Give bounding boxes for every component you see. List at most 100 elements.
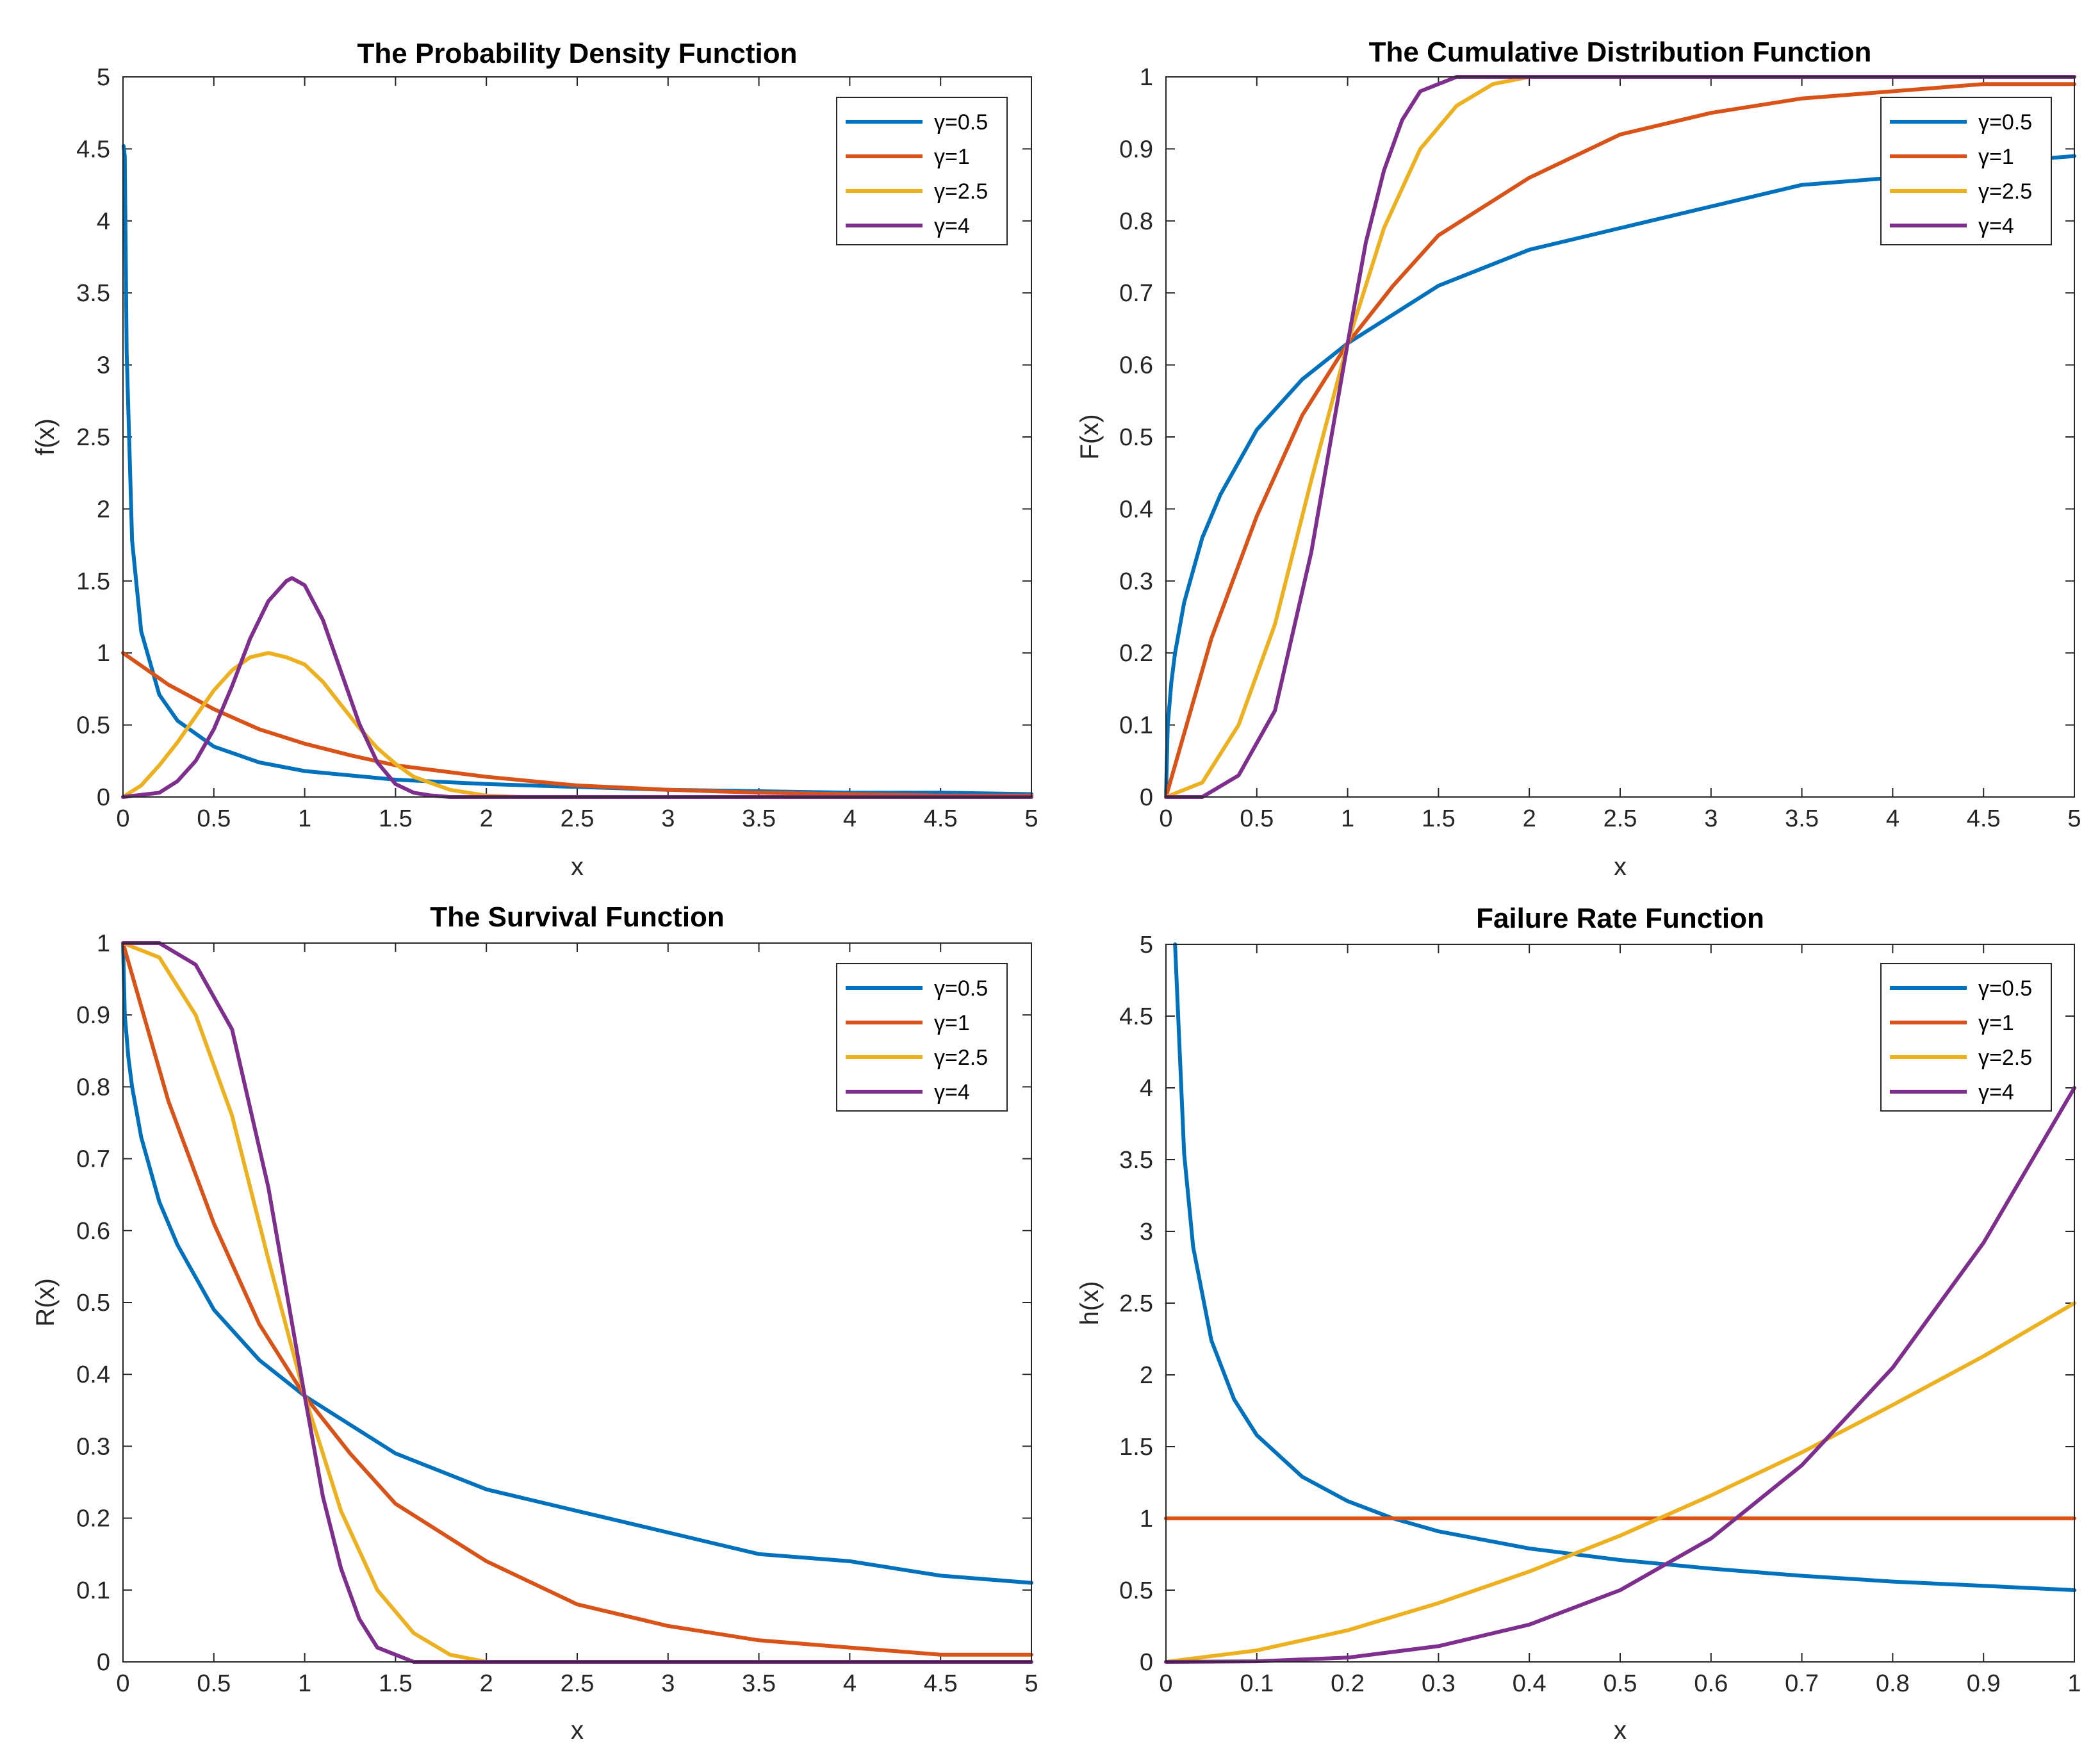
survival-series-line-gamma-1 bbox=[121, 941, 1033, 1657]
pdf-y-tick-label: 0 bbox=[97, 784, 110, 811]
hazard-y-tick-label: 0.5 bbox=[1119, 1577, 1153, 1604]
hazard-panel: Failure Rate Function x h(x) 0 0.1 0.2 0.3 0… bbox=[1076, 903, 2081, 1745]
hazard-y-axis-label: h(x) bbox=[1076, 1281, 1104, 1326]
pdf-y-tick-label: 0.5 bbox=[76, 712, 110, 739]
cdf-legend-label-gamma-0-5: γ=0.5 bbox=[1978, 110, 2032, 135]
cdf-series bbox=[1164, 75, 2076, 799]
pdf-plot-frame bbox=[122, 76, 1032, 798]
pdf-y-tick-label: 3 bbox=[97, 352, 110, 379]
survival-x-tick-label: 3 bbox=[661, 1670, 675, 1697]
hazard-x-axis-label: x bbox=[1614, 1716, 1627, 1745]
survival-panel: The Survival Function x R(x) 0 0.5 1 1.5 2 2.… bbox=[31, 901, 1038, 1745]
cdf-legend-label-gamma-4: γ=4 bbox=[1978, 214, 2014, 238]
survival-title: The Survival Function bbox=[430, 901, 725, 933]
hazard-y-tick-label: 4.5 bbox=[1119, 1003, 1153, 1030]
pdf-y-axis-label: f(x) bbox=[31, 418, 60, 456]
survival-plot-frame bbox=[122, 942, 1032, 1663]
cdf-legend-label-gamma-2-5: γ=2.5 bbox=[1978, 179, 2032, 204]
cdf-x-tick-label: 1.5 bbox=[1422, 805, 1456, 832]
survival-x-tick-label: 2.5 bbox=[561, 1670, 595, 1697]
cdf-plot-frame bbox=[1165, 76, 2075, 798]
pdf-y-tick-label: 1.5 bbox=[76, 568, 110, 595]
pdf-y-tick-label: 4 bbox=[97, 208, 110, 235]
survival-y-tick-label: 0.8 bbox=[76, 1074, 110, 1101]
survival-y-tick-label: 0.1 bbox=[76, 1577, 110, 1604]
hazard-x-tick-label: 1 bbox=[2067, 1670, 2081, 1697]
cdf-title: The Cumulative Distribution Function bbox=[1369, 37, 1872, 68]
cdf-y-tick-label: 0.3 bbox=[1119, 568, 1153, 595]
cdf-y-tick-label: 0.9 bbox=[1119, 136, 1153, 163]
cdf-x-tick-label: 1 bbox=[1341, 805, 1354, 832]
survival-legend-label-gamma-1: γ=1 bbox=[934, 1011, 970, 1035]
cdf-y-tick-label: 0 bbox=[1140, 784, 1153, 811]
cdf-x-axis-label: x bbox=[1614, 853, 1627, 881]
hazard-y-tick-label: 4 bbox=[1140, 1075, 1153, 1102]
cdf-x-tick-label: 5 bbox=[2067, 805, 2081, 832]
pdf-x-tick-label: 3 bbox=[661, 805, 675, 832]
pdf-y-tick-label: 5 bbox=[97, 64, 110, 91]
survival-legend-label-gamma-2-5: γ=2.5 bbox=[934, 1046, 988, 1070]
survival-y-tick-label: 0.3 bbox=[76, 1433, 110, 1460]
hazard-legend-label-gamma-0-5: γ=0.5 bbox=[1978, 976, 2032, 1001]
pdf-y-tick-label: 2.5 bbox=[76, 424, 110, 451]
survival-x-tick-label: 0.5 bbox=[197, 1670, 231, 1697]
pdf-legend-label-gamma-1: γ=1 bbox=[934, 145, 970, 169]
pdf-ticks: 0 0.5 1 1.5 2 2.5 3 3.5 4 4.5 5 0 0.5 1 1.5 2 2.5 3 3.5 4 4.… bbox=[76, 64, 1038, 832]
survival-y-tick-label: 0.9 bbox=[76, 1002, 110, 1029]
cdf-x-tick-label: 2 bbox=[1523, 805, 1536, 832]
hazard-y-tick-label: 3.5 bbox=[1119, 1147, 1153, 1174]
pdf-legend-label-gamma-0-5: γ=0.5 bbox=[934, 110, 988, 135]
cdf-series-line-gamma-4 bbox=[1164, 75, 2076, 799]
survival-x-tick-label: 4.5 bbox=[924, 1670, 958, 1697]
cdf-y-tick-label: 0.2 bbox=[1119, 640, 1153, 667]
cdf-ticks: 0 0.5 1 1.5 2 2.5 3 3.5 4 4.5 5 0 0.1 0.2 0.3 0.4 0.5 0.6… bbox=[1119, 64, 2081, 832]
pdf-x-tick-label: 4 bbox=[843, 805, 857, 832]
pdf-x-tick-label: 0.5 bbox=[197, 805, 231, 832]
hazard-legend-label-gamma-4: γ=4 bbox=[1978, 1080, 2014, 1105]
cdf-x-tick-label: 4.5 bbox=[1967, 805, 2001, 832]
survival-x-tick-label: 0 bbox=[116, 1670, 129, 1697]
pdf-x-tick-label: 0 bbox=[116, 805, 129, 832]
pdf-x-tick-label: 3.5 bbox=[742, 805, 776, 832]
hazard-x-tick-label: 0 bbox=[1159, 1670, 1172, 1697]
pdf-series-line-gamma-4 bbox=[121, 576, 1033, 799]
pdf-x-tick-label: 4.5 bbox=[924, 805, 958, 832]
survival-y-tick-label: 0.4 bbox=[76, 1361, 110, 1388]
cdf-y-tick-label: 1 bbox=[1140, 64, 1153, 91]
survival-legend-label-gamma-0-5: γ=0.5 bbox=[934, 976, 988, 1001]
survival-legend: γ=0.5 γ=1 γ=2.5 γ=4 bbox=[836, 963, 1008, 1112]
pdf-panel: The Probability Density Function x f(x) … bbox=[31, 38, 1038, 881]
hazard-y-tick-label: 5 bbox=[1140, 932, 1153, 958]
survival-ticks: 0 0.5 1 1.5 2 2.5 3 3.5 4 4.5 5 0 0.1 0.2 0.3 0.4 0.5 0.6… bbox=[76, 930, 1038, 1697]
pdf-y-tick-label: 3.5 bbox=[76, 280, 110, 307]
pdf-x-tick-label: 2.5 bbox=[561, 805, 595, 832]
cdf-x-tick-label: 2.5 bbox=[1604, 805, 1637, 832]
hazard-plot-frame bbox=[1165, 944, 2075, 1663]
survival-x-tick-label: 2 bbox=[480, 1670, 493, 1697]
cdf-series-line-gamma-0-5 bbox=[1164, 154, 2076, 799]
pdf-y-tick-label: 1 bbox=[97, 640, 110, 667]
cdf-panel: The Cumulative Distribution Function x F… bbox=[1076, 37, 2081, 881]
cdf-y-axis-label: F(x) bbox=[1076, 414, 1104, 459]
cdf-x-tick-label: 0 bbox=[1159, 805, 1172, 832]
hazard-x-tick-label: 0.8 bbox=[1876, 1670, 1910, 1697]
hazard-y-tick-label: 2.5 bbox=[1119, 1290, 1153, 1317]
hazard-x-tick-label: 0.2 bbox=[1331, 1670, 1365, 1697]
hazard-title: Failure Rate Function bbox=[1476, 903, 1764, 934]
survival-y-tick-label: 0.5 bbox=[76, 1290, 110, 1317]
pdf-y-tick-label: 4.5 bbox=[76, 136, 110, 163]
survival-legend-label-gamma-4: γ=4 bbox=[934, 1080, 970, 1105]
pdf-title: The Probability Density Function bbox=[357, 38, 798, 69]
hazard-y-tick-label: 0 bbox=[1140, 1649, 1153, 1676]
hazard-x-tick-label: 0.1 bbox=[1240, 1670, 1274, 1697]
survival-y-tick-label: 1 bbox=[97, 930, 110, 957]
cdf-legend: γ=0.5 γ=1 γ=2.5 γ=4 bbox=[1880, 97, 2052, 245]
cdf-series-line-gamma-1 bbox=[1164, 82, 2076, 799]
pdf-x-tick-label: 5 bbox=[1024, 805, 1038, 832]
hazard-y-tick-label: 1.5 bbox=[1119, 1434, 1153, 1461]
survival-series-line-gamma-4 bbox=[121, 941, 1033, 1664]
survival-x-tick-label: 1.5 bbox=[379, 1670, 413, 1697]
hazard-y-tick-label: 2 bbox=[1140, 1362, 1153, 1389]
